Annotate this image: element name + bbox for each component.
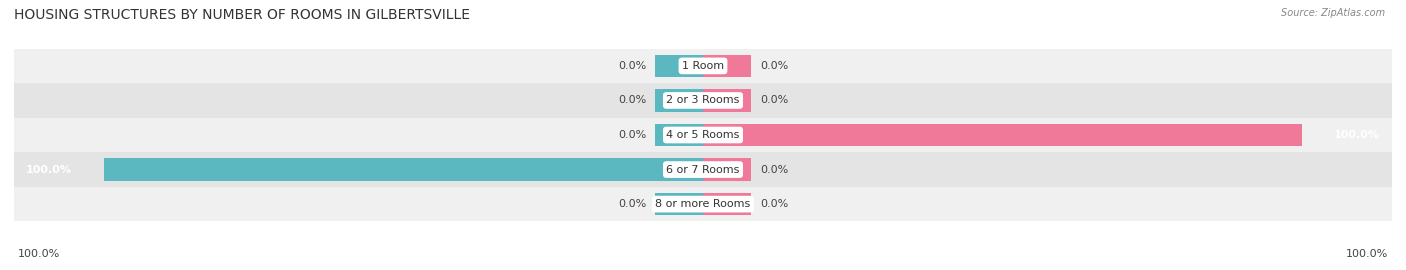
Bar: [703, 158, 751, 181]
Text: 0.0%: 0.0%: [617, 95, 647, 106]
Bar: [104, 158, 703, 181]
Text: Source: ZipAtlas.com: Source: ZipAtlas.com: [1281, 8, 1385, 18]
Text: 0.0%: 0.0%: [759, 199, 789, 209]
Bar: [655, 124, 703, 146]
Text: 2 or 3 Rooms: 2 or 3 Rooms: [666, 95, 740, 106]
Text: 0.0%: 0.0%: [759, 164, 789, 175]
Text: 0.0%: 0.0%: [617, 61, 647, 71]
Text: 100.0%: 100.0%: [1334, 130, 1379, 140]
Bar: [703, 55, 751, 77]
Bar: [703, 193, 751, 215]
Text: 6 or 7 Rooms: 6 or 7 Rooms: [666, 164, 740, 175]
Text: 0.0%: 0.0%: [617, 199, 647, 209]
Text: 8 or more Rooms: 8 or more Rooms: [655, 199, 751, 209]
Text: 100.0%: 100.0%: [27, 164, 72, 175]
Bar: [14, 49, 1392, 83]
Text: HOUSING STRUCTURES BY NUMBER OF ROOMS IN GILBERTSVILLE: HOUSING STRUCTURES BY NUMBER OF ROOMS IN…: [14, 8, 470, 22]
Text: 0.0%: 0.0%: [759, 61, 789, 71]
Bar: [655, 55, 703, 77]
Text: 4 or 5 Rooms: 4 or 5 Rooms: [666, 130, 740, 140]
Bar: [703, 89, 751, 112]
Text: 100.0%: 100.0%: [1346, 249, 1388, 259]
Bar: [655, 193, 703, 215]
Bar: [703, 124, 1302, 146]
Bar: [14, 83, 1392, 118]
Bar: [14, 118, 1392, 152]
Bar: [655, 89, 703, 112]
Text: 0.0%: 0.0%: [759, 95, 789, 106]
Text: 100.0%: 100.0%: [18, 249, 60, 259]
Text: 0.0%: 0.0%: [617, 130, 647, 140]
Text: 1 Room: 1 Room: [682, 61, 724, 71]
Legend: Owner-occupied, Renter-occupied: Owner-occupied, Renter-occupied: [586, 269, 820, 270]
Bar: [14, 187, 1392, 221]
Bar: [14, 152, 1392, 187]
